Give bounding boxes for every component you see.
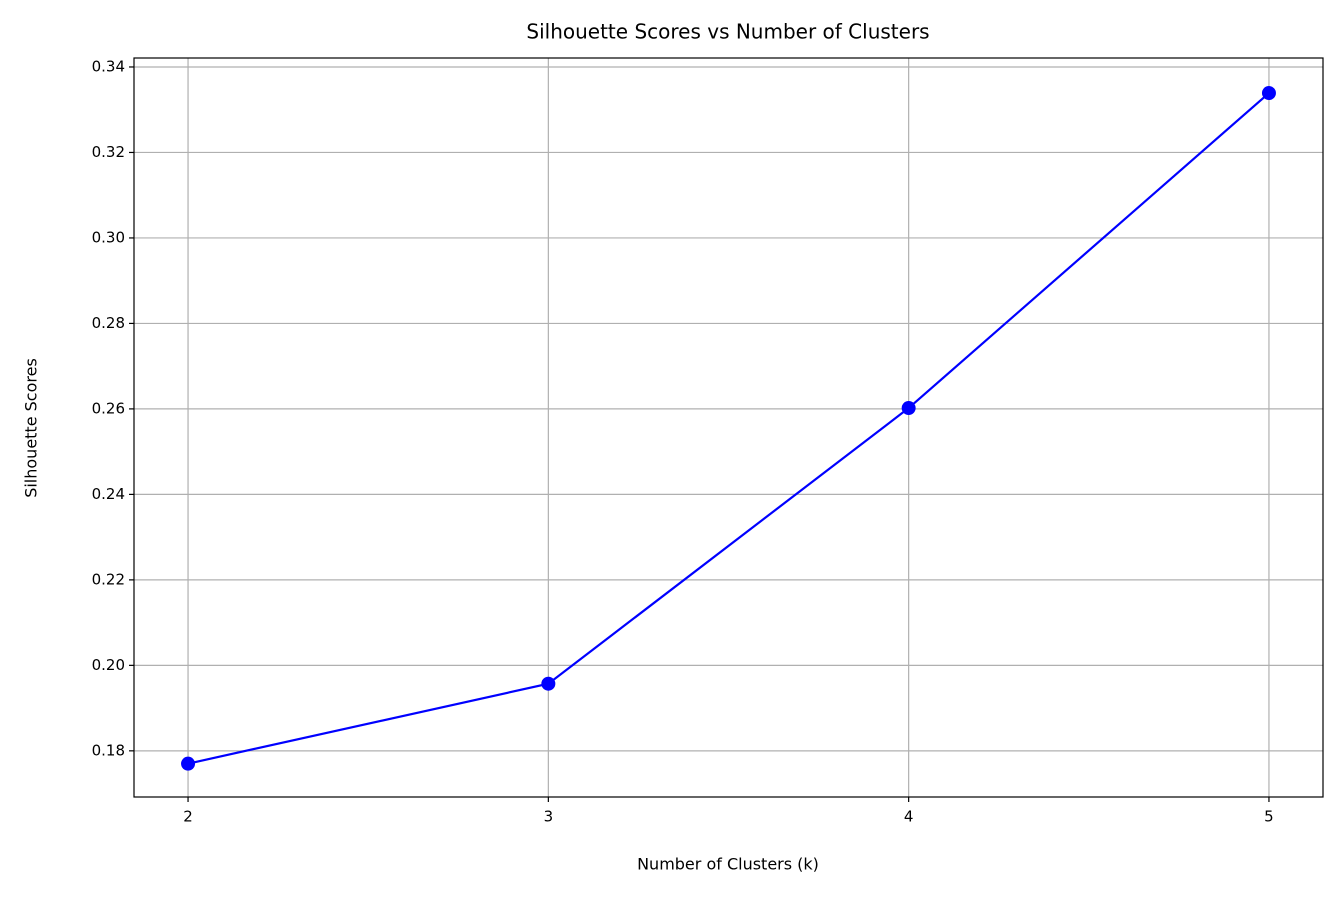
y-tick-label: 0.18 bbox=[92, 741, 125, 759]
y-tick-label: 0.22 bbox=[92, 570, 125, 588]
x-tick-label: 3 bbox=[544, 808, 554, 826]
y-tick-label: 0.24 bbox=[92, 485, 125, 503]
y-tick-label: 0.30 bbox=[92, 228, 125, 246]
y-axis-label: Silhouette Scores bbox=[22, 358, 41, 498]
plot-frame bbox=[133, 57, 1324, 798]
x-axis-label: Number of Clusters (k) bbox=[637, 855, 819, 874]
y-tick-label: 0.34 bbox=[92, 57, 125, 75]
x-tick-label: 5 bbox=[1264, 808, 1274, 826]
y-tick-label: 0.28 bbox=[92, 314, 125, 332]
x-tick-label: 4 bbox=[904, 808, 914, 826]
y-tick-label: 0.26 bbox=[92, 399, 125, 417]
marker bbox=[901, 401, 916, 416]
y-tick-label: 0.20 bbox=[92, 656, 125, 674]
line bbox=[187, 92, 1270, 765]
marker bbox=[181, 756, 196, 771]
chart-title: Silhouette Scores vs Number of Clusters bbox=[526, 20, 929, 44]
y-tick-label: 0.32 bbox=[92, 143, 125, 161]
marker bbox=[541, 676, 556, 691]
marker bbox=[1261, 86, 1276, 101]
x-tick-label: 2 bbox=[183, 808, 193, 826]
